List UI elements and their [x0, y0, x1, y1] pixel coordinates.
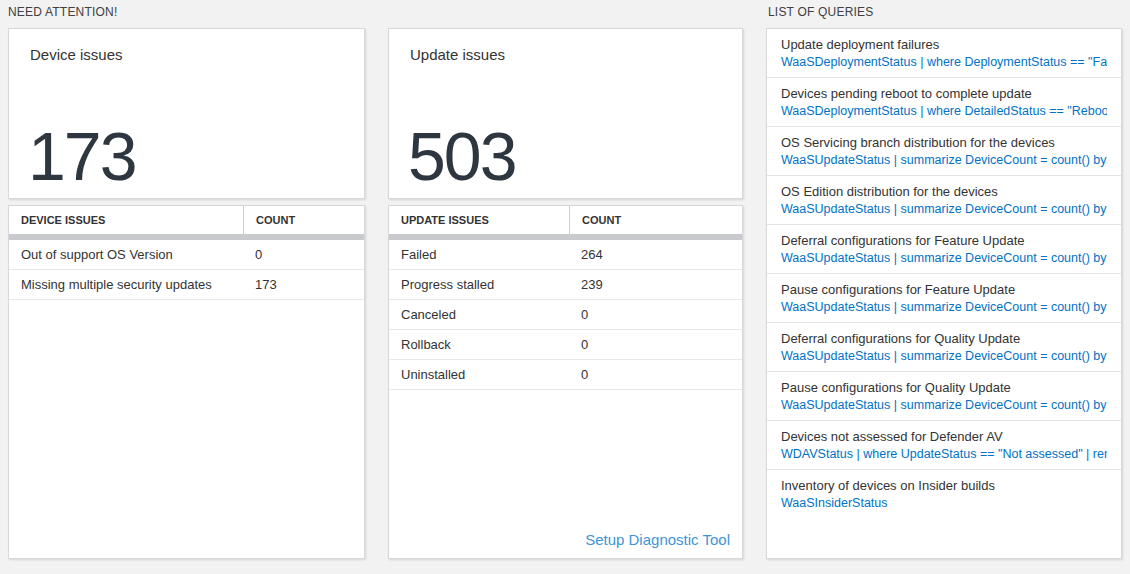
device-table-header-count: COUNT — [243, 206, 364, 234]
query-title: Devices not assessed for Defender AV — [781, 429, 1107, 445]
query-text: WaaSUpdateStatus | summarize DeviceCount… — [781, 153, 1107, 168]
query-list-item[interactable]: Pause configurations for Feature Update … — [767, 274, 1121, 323]
query-title: Inventory of devices on Insider builds — [781, 478, 1107, 494]
query-list-item[interactable]: Deferral configurations for Feature Upda… — [767, 225, 1121, 274]
row-label: Missing multiple security updates — [9, 277, 243, 292]
table-row[interactable]: Progress stalled 239 — [389, 270, 742, 300]
table-row[interactable]: Out of support OS Version 0 — [9, 240, 364, 270]
device-table-header-issues: DEVICE ISSUES — [9, 206, 243, 234]
query-text: WaaSInsiderStatus — [781, 496, 1107, 511]
row-count: 0 — [569, 337, 742, 352]
table-row[interactable]: Canceled 0 — [389, 300, 742, 330]
update-table-header-issues: UPDATE ISSUES — [389, 206, 569, 234]
query-title: OS Servicing branch distribution for the… — [781, 135, 1107, 151]
query-list-item[interactable]: Update deployment failures WaaSDeploymen… — [767, 29, 1121, 78]
row-count: 0 — [569, 307, 742, 322]
table-row[interactable]: Failed 264 — [389, 240, 742, 270]
device-table-header-row: DEVICE ISSUES COUNT — [9, 206, 364, 234]
device-issues-tile[interactable]: Device issues 173 — [8, 28, 365, 199]
query-title: Pause configurations for Quality Update — [781, 380, 1107, 396]
query-text: WaaSUpdateStatus | summarize DeviceCount… — [781, 202, 1107, 217]
query-list-item[interactable]: Devices pending reboot to complete updat… — [767, 78, 1121, 127]
table-row[interactable]: Rollback 0 — [389, 330, 742, 360]
query-list-item[interactable]: Inventory of devices on Insider builds W… — [767, 470, 1121, 518]
queries-list-panel: Update deployment failures WaaSDeploymen… — [766, 28, 1122, 559]
table-row[interactable]: Missing multiple security updates 173 — [9, 270, 364, 300]
update-issues-tile[interactable]: Update issues 503 — [388, 28, 743, 199]
query-list-item[interactable]: OS Servicing branch distribution for the… — [767, 127, 1121, 176]
row-count: 173 — [243, 277, 364, 292]
row-label: Rollback — [389, 337, 569, 352]
query-text: WaaSUpdateStatus | summarize DeviceCount… — [781, 251, 1107, 266]
device-issues-count: 173 — [28, 116, 135, 196]
list-of-queries-header: LIST OF QUERIES — [768, 5, 873, 19]
query-title: Deferral configurations for Quality Upda… — [781, 331, 1107, 347]
row-label: Out of support OS Version — [9, 247, 243, 262]
row-label: Uninstalled — [389, 367, 569, 382]
query-text: WaaSUpdateStatus | summarize DeviceCount… — [781, 398, 1107, 413]
update-issues-table: UPDATE ISSUES COUNT Failed 264 Progress … — [388, 205, 743, 559]
query-title: OS Edition distribution for the devices — [781, 184, 1107, 200]
row-count: 0 — [243, 247, 364, 262]
device-issues-title: Device issues — [9, 29, 364, 63]
row-label: Progress stalled — [389, 277, 569, 292]
update-table-header-count: COUNT — [569, 206, 742, 234]
query-list-item[interactable]: OS Edition distribution for the devices … — [767, 176, 1121, 225]
need-attention-header: NEED ATTENTION! — [8, 5, 117, 19]
table-row[interactable]: Uninstalled 0 — [389, 360, 742, 390]
row-count: 0 — [569, 367, 742, 382]
device-issues-table: DEVICE ISSUES COUNT Out of support OS Ve… — [8, 205, 365, 559]
query-text: WaaSDeploymentStatus | where DetailedSta… — [781, 104, 1107, 119]
row-count: 264 — [569, 247, 742, 262]
query-text: WaaSDeploymentStatus | where DeploymentS… — [781, 55, 1107, 70]
query-list-item[interactable]: Devices not assessed for Defender AV WDA… — [767, 421, 1121, 470]
query-list-item[interactable]: Pause configurations for Quality Update … — [767, 372, 1121, 421]
update-issues-title: Update issues — [389, 29, 742, 63]
row-count: 239 — [569, 277, 742, 292]
query-title: Deferral configurations for Feature Upda… — [781, 233, 1107, 249]
query-list-item[interactable]: Deferral configurations for Quality Upda… — [767, 323, 1121, 372]
query-title: Pause configurations for Feature Update — [781, 282, 1107, 298]
update-issues-count: 503 — [408, 116, 515, 196]
query-text: WDAVStatus | where UpdateStatus == "Not … — [781, 447, 1107, 462]
query-text: WaaSUpdateStatus | summarize DeviceCount… — [781, 300, 1107, 315]
update-table-header-row: UPDATE ISSUES COUNT — [389, 206, 742, 234]
setup-diagnostic-tool-link[interactable]: Setup Diagnostic Tool — [585, 531, 730, 548]
query-title: Devices pending reboot to complete updat… — [781, 86, 1107, 102]
row-label: Failed — [389, 247, 569, 262]
query-title: Update deployment failures — [781, 37, 1107, 53]
row-label: Canceled — [389, 307, 569, 322]
query-text: WaaSUpdateStatus | summarize DeviceCount… — [781, 349, 1107, 364]
